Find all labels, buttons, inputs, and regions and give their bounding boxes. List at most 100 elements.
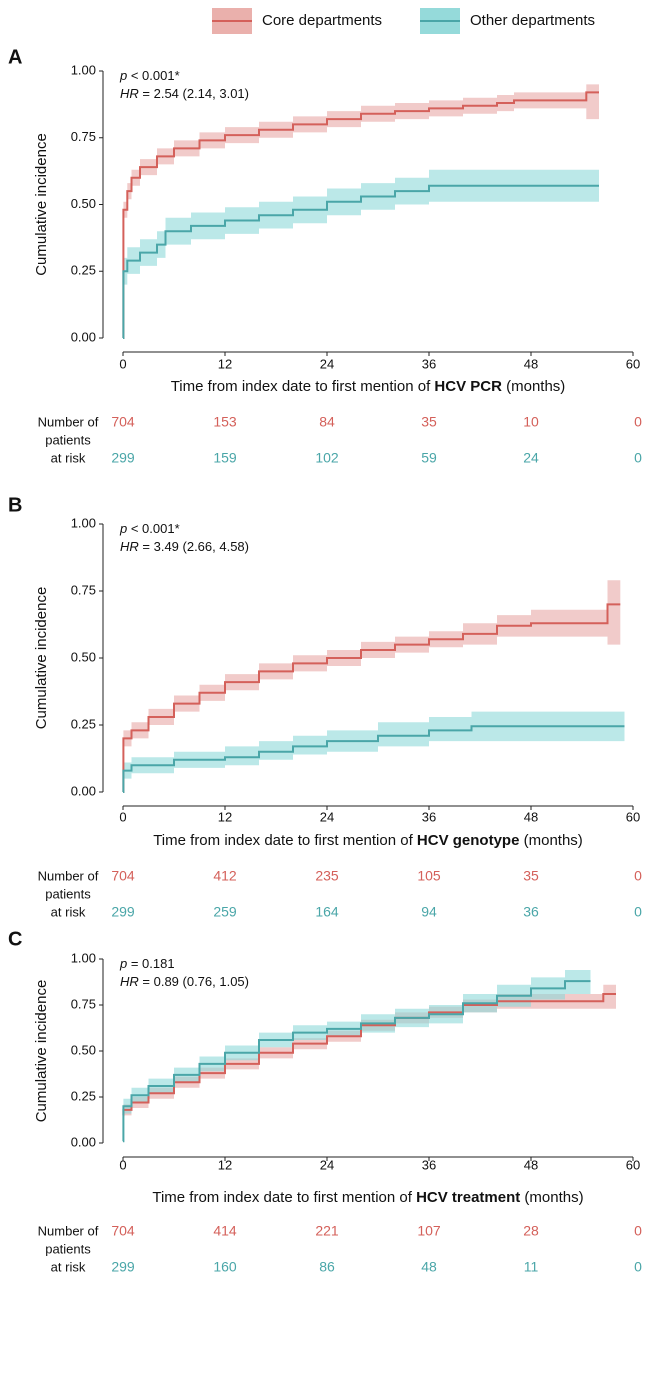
annotation-part: = 0.181 — [127, 956, 174, 971]
x-tick-label: 12 — [218, 1157, 232, 1172]
annotation-part: p — [119, 68, 127, 83]
x-axis-label-part: (months) — [519, 832, 582, 849]
risk-label: patients — [45, 1241, 91, 1256]
y-tick-label: 1.00 — [71, 950, 96, 965]
at-risk-count: 86 — [319, 1259, 335, 1275]
y-tick-label: 0.50 — [71, 1042, 96, 1057]
at-risk-count: 259 — [213, 904, 237, 920]
at-risk-count: 0 — [634, 414, 642, 430]
legend-label: Core departments — [262, 12, 382, 29]
x-tick-label: 24 — [320, 1157, 334, 1172]
y-tick-label: 0.50 — [71, 196, 96, 211]
risk-label: at risk — [51, 1259, 86, 1274]
at-risk-count: 10 — [523, 414, 539, 430]
incidence-line — [122, 993, 616, 1117]
x-tick-label: 0 — [119, 356, 126, 371]
x-axis-label-part: HCV genotype — [417, 832, 520, 849]
x-tick-label: 48 — [524, 356, 538, 371]
at-risk-count: 24 — [523, 450, 539, 466]
panel-label: A — [8, 46, 22, 68]
y-tick-label: 0.25 — [71, 263, 96, 278]
at-risk-count: 35 — [421, 414, 437, 430]
at-risk-count: 105 — [417, 868, 441, 884]
risk-label: at risk — [51, 904, 86, 919]
x-axis-label-part: HCV PCR — [434, 378, 502, 395]
annotation-part: = 3.49 (2.66, 4.58) — [139, 539, 249, 554]
risk-label: patients — [45, 886, 91, 901]
incidence-line — [122, 603, 621, 793]
x-axis-label-part: (months) — [520, 1189, 583, 1206]
x-tick-label: 60 — [626, 1157, 640, 1172]
at-risk-count: 414 — [213, 1223, 237, 1239]
x-axis-label: Time from index date to first mention of… — [171, 378, 566, 395]
annotation: HR = 2.54 (2.14, 3.01) — [120, 86, 249, 101]
x-axis-label: Time from index date to first mention of… — [153, 832, 583, 849]
x-tick-label: 36 — [422, 1157, 436, 1172]
at-risk-count: 704 — [111, 868, 135, 884]
y-tick-label: 0.75 — [71, 582, 96, 597]
x-axis-label-part: (months) — [502, 378, 565, 395]
annotation-part: p — [119, 521, 127, 536]
at-risk-count: 84 — [319, 414, 335, 430]
at-risk-count: 28 — [523, 1223, 539, 1239]
y-tick-label: 0.75 — [71, 996, 96, 1011]
x-axis-label-part: HCV treatment — [416, 1189, 520, 1206]
at-risk-count: 35 — [523, 868, 539, 884]
at-risk-count: 299 — [111, 450, 135, 466]
confidence-band — [123, 970, 591, 1142]
annotation-part: HR — [120, 539, 139, 554]
annotation-part: < 0.001* — [127, 68, 179, 83]
at-risk-count: 412 — [213, 868, 237, 884]
incidence-line — [122, 725, 625, 793]
confidence-band — [123, 984, 616, 1121]
incidence-line — [122, 980, 591, 1143]
at-risk-count: 164 — [315, 904, 339, 920]
x-tick-label: 24 — [320, 809, 334, 824]
risk-label: Number of — [38, 414, 99, 429]
annotation-part: = 0.89 (0.76, 1.05) — [139, 974, 249, 989]
annotation-part: HR — [120, 974, 139, 989]
confidence-band — [123, 169, 599, 338]
y-tick-label: 0.00 — [71, 329, 96, 344]
y-axis-label: Cumulative incidence — [33, 587, 50, 730]
x-tick-label: 12 — [218, 809, 232, 824]
x-tick-label: 36 — [422, 356, 436, 371]
legend-label: Other departments — [470, 12, 595, 29]
x-tick-label: 24 — [320, 356, 334, 371]
at-risk-count: 299 — [111, 904, 135, 920]
panel: A 0.00 0.25 0.50 0.75 1.00 0 12 24 36 48 60 Cumulati… — [8, 46, 642, 465]
annotation-part: p — [119, 956, 127, 971]
at-risk-count: 0 — [634, 1223, 642, 1239]
at-risk-count: 159 — [213, 450, 237, 466]
risk-label: at risk — [51, 450, 86, 465]
at-risk-count: 160 — [213, 1259, 237, 1275]
x-tick-label: 0 — [119, 1157, 126, 1172]
y-tick-label: 0.25 — [71, 1088, 96, 1103]
panel-label: B — [8, 494, 22, 516]
annotation-part: = 2.54 (2.14, 3.01) — [139, 86, 249, 101]
at-risk-count: 102 — [315, 450, 339, 466]
incidence-line — [122, 184, 599, 339]
at-risk-count: 235 — [315, 868, 339, 884]
annotation: HR = 3.49 (2.66, 4.58) — [120, 539, 249, 554]
confidence-band — [123, 711, 625, 792]
x-tick-label: 0 — [119, 809, 126, 824]
panel-label: C — [8, 928, 22, 950]
x-tick-label: 36 — [422, 809, 436, 824]
y-tick-label: 0.75 — [71, 129, 96, 144]
y-tick-label: 0.00 — [71, 783, 96, 798]
panel: C 0.00 0.25 0.50 0.75 1.00 0 12 24 36 48 60 Cumulati… — [8, 928, 642, 1274]
at-risk-count: 299 — [111, 1259, 135, 1275]
incidence-line — [122, 91, 599, 339]
risk-label: Number of — [38, 1223, 99, 1238]
x-tick-label: 48 — [524, 1157, 538, 1172]
at-risk-count: 704 — [111, 414, 135, 430]
annotation: p < 0.001* — [119, 68, 180, 83]
at-risk-count: 94 — [421, 904, 437, 920]
at-risk-count: 0 — [634, 450, 642, 466]
at-risk-count: 704 — [111, 1223, 135, 1239]
at-risk-count: 36 — [523, 904, 539, 920]
annotation: HR = 0.89 (0.76, 1.05) — [120, 974, 249, 989]
y-axis-label: Cumulative incidence — [33, 980, 50, 1123]
